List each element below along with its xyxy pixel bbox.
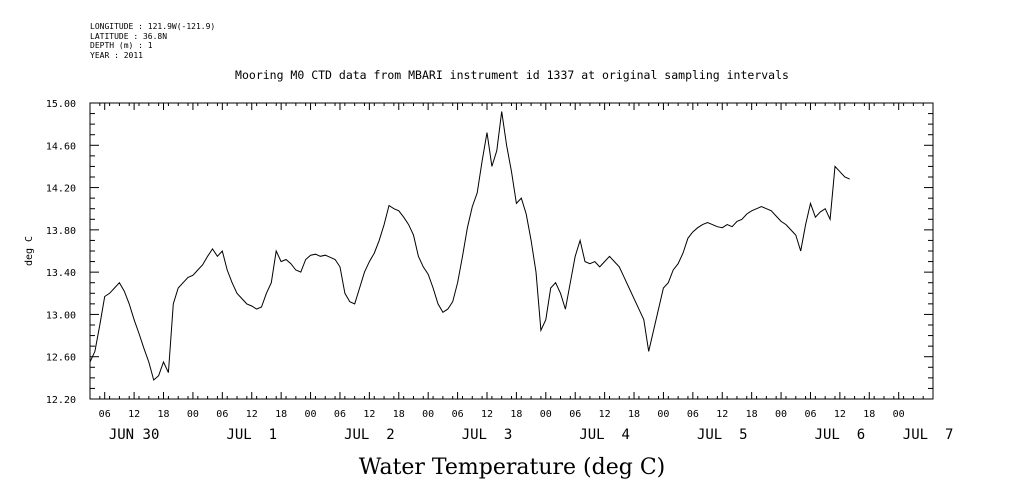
x-tick-label: 18 <box>393 409 405 420</box>
x-day-label: JUL 4 <box>579 427 630 443</box>
x-tick-label: 06 <box>569 409 581 420</box>
y-tick-label: 13.40 <box>46 268 76 279</box>
chart-title: Mooring M0 CTD data from MBARI instrumen… <box>235 68 789 82</box>
y-tick-label: 13.80 <box>46 226 76 237</box>
x-tick-label: 06 <box>99 409 111 420</box>
x-tick-label: 00 <box>422 409 434 420</box>
x-tick-label: 12 <box>716 409 728 420</box>
x-tick-label: 12 <box>363 409 375 420</box>
metadata-block: LONGITUDE : 121.9W(-121.9) LATITUDE : 36… <box>90 22 215 60</box>
x-tick-label: 12 <box>834 409 846 420</box>
x-tick-label: 00 <box>187 409 199 420</box>
x-day-labels: JUN 30 JUL 1 JUL 2 JUL 3 JUL 4 JUL 5 JUL 6 JUL … <box>109 427 954 443</box>
x-tick-label: 18 <box>275 409 287 420</box>
x-axis-title: Water Temperature (deg C) <box>359 455 666 480</box>
x-tick-label: 06 <box>687 409 699 420</box>
y-tick-label: 14.60 <box>46 141 76 152</box>
y-tick-label: 14.20 <box>46 184 76 195</box>
x-tick-label: 18 <box>157 409 169 420</box>
x-tick-label: 00 <box>775 409 787 420</box>
y-tick-label: 13.00 <box>46 310 76 321</box>
x-tick-label: 06 <box>334 409 346 420</box>
x-tick-label: 00 <box>893 409 905 420</box>
y-tick-labels: 12.20 12.60 13.00 13.40 13.80 14.20 14.60 15.00 <box>46 99 76 406</box>
meta-year: YEAR : 2011 <box>90 50 143 60</box>
x-day-label: JUL 1 <box>226 427 277 443</box>
x-tick-labels: 06 12 18 00 06 12 18 00 06 12 18 00 06 12 18 00 06 12 18 00… <box>99 409 905 420</box>
x-day-label: JUL 5 <box>697 427 748 443</box>
x-tick-label: 00 <box>540 409 552 420</box>
axis-ticks <box>89 102 934 400</box>
x-day-label: JUN 30 <box>109 427 160 443</box>
x-tick-label: 00 <box>657 409 669 420</box>
meta-longitude: LONGITUDE : 121.9W(-121.9) <box>90 22 216 31</box>
x-tick-label: 12 <box>599 409 611 420</box>
x-day-label: JUL 2 <box>344 427 395 443</box>
x-tick-label: 12 <box>246 409 258 420</box>
y-tick-label: 15.00 <box>46 99 76 110</box>
x-tick-label: 18 <box>628 409 640 420</box>
meta-depth: DEPTH (m) : 1 <box>90 41 153 50</box>
y-tick-label: 12.20 <box>46 395 76 406</box>
meta-latitude: LATITUDE : 36.8N <box>90 31 168 41</box>
y-tick-label: 12.60 <box>46 353 76 364</box>
x-tick-label: 06 <box>804 409 816 420</box>
x-tick-label: 18 <box>863 409 875 420</box>
x-day-label: JUL 3 <box>462 427 513 443</box>
x-day-label: JUL 6 <box>815 427 866 443</box>
x-tick-label: 00 <box>305 409 317 420</box>
x-day-label: JUL 7 <box>903 427 954 443</box>
x-tick-label: 06 <box>452 409 464 420</box>
x-tick-label: 12 <box>481 409 493 420</box>
x-tick-label: 06 <box>216 409 228 420</box>
y-axis-label: deg C <box>24 236 35 266</box>
x-tick-label: 18 <box>746 409 758 420</box>
plot-frame <box>89 102 934 400</box>
x-tick-label: 12 <box>128 409 140 420</box>
temperature-series-line <box>89 111 850 381</box>
x-tick-label: 18 <box>510 409 522 420</box>
